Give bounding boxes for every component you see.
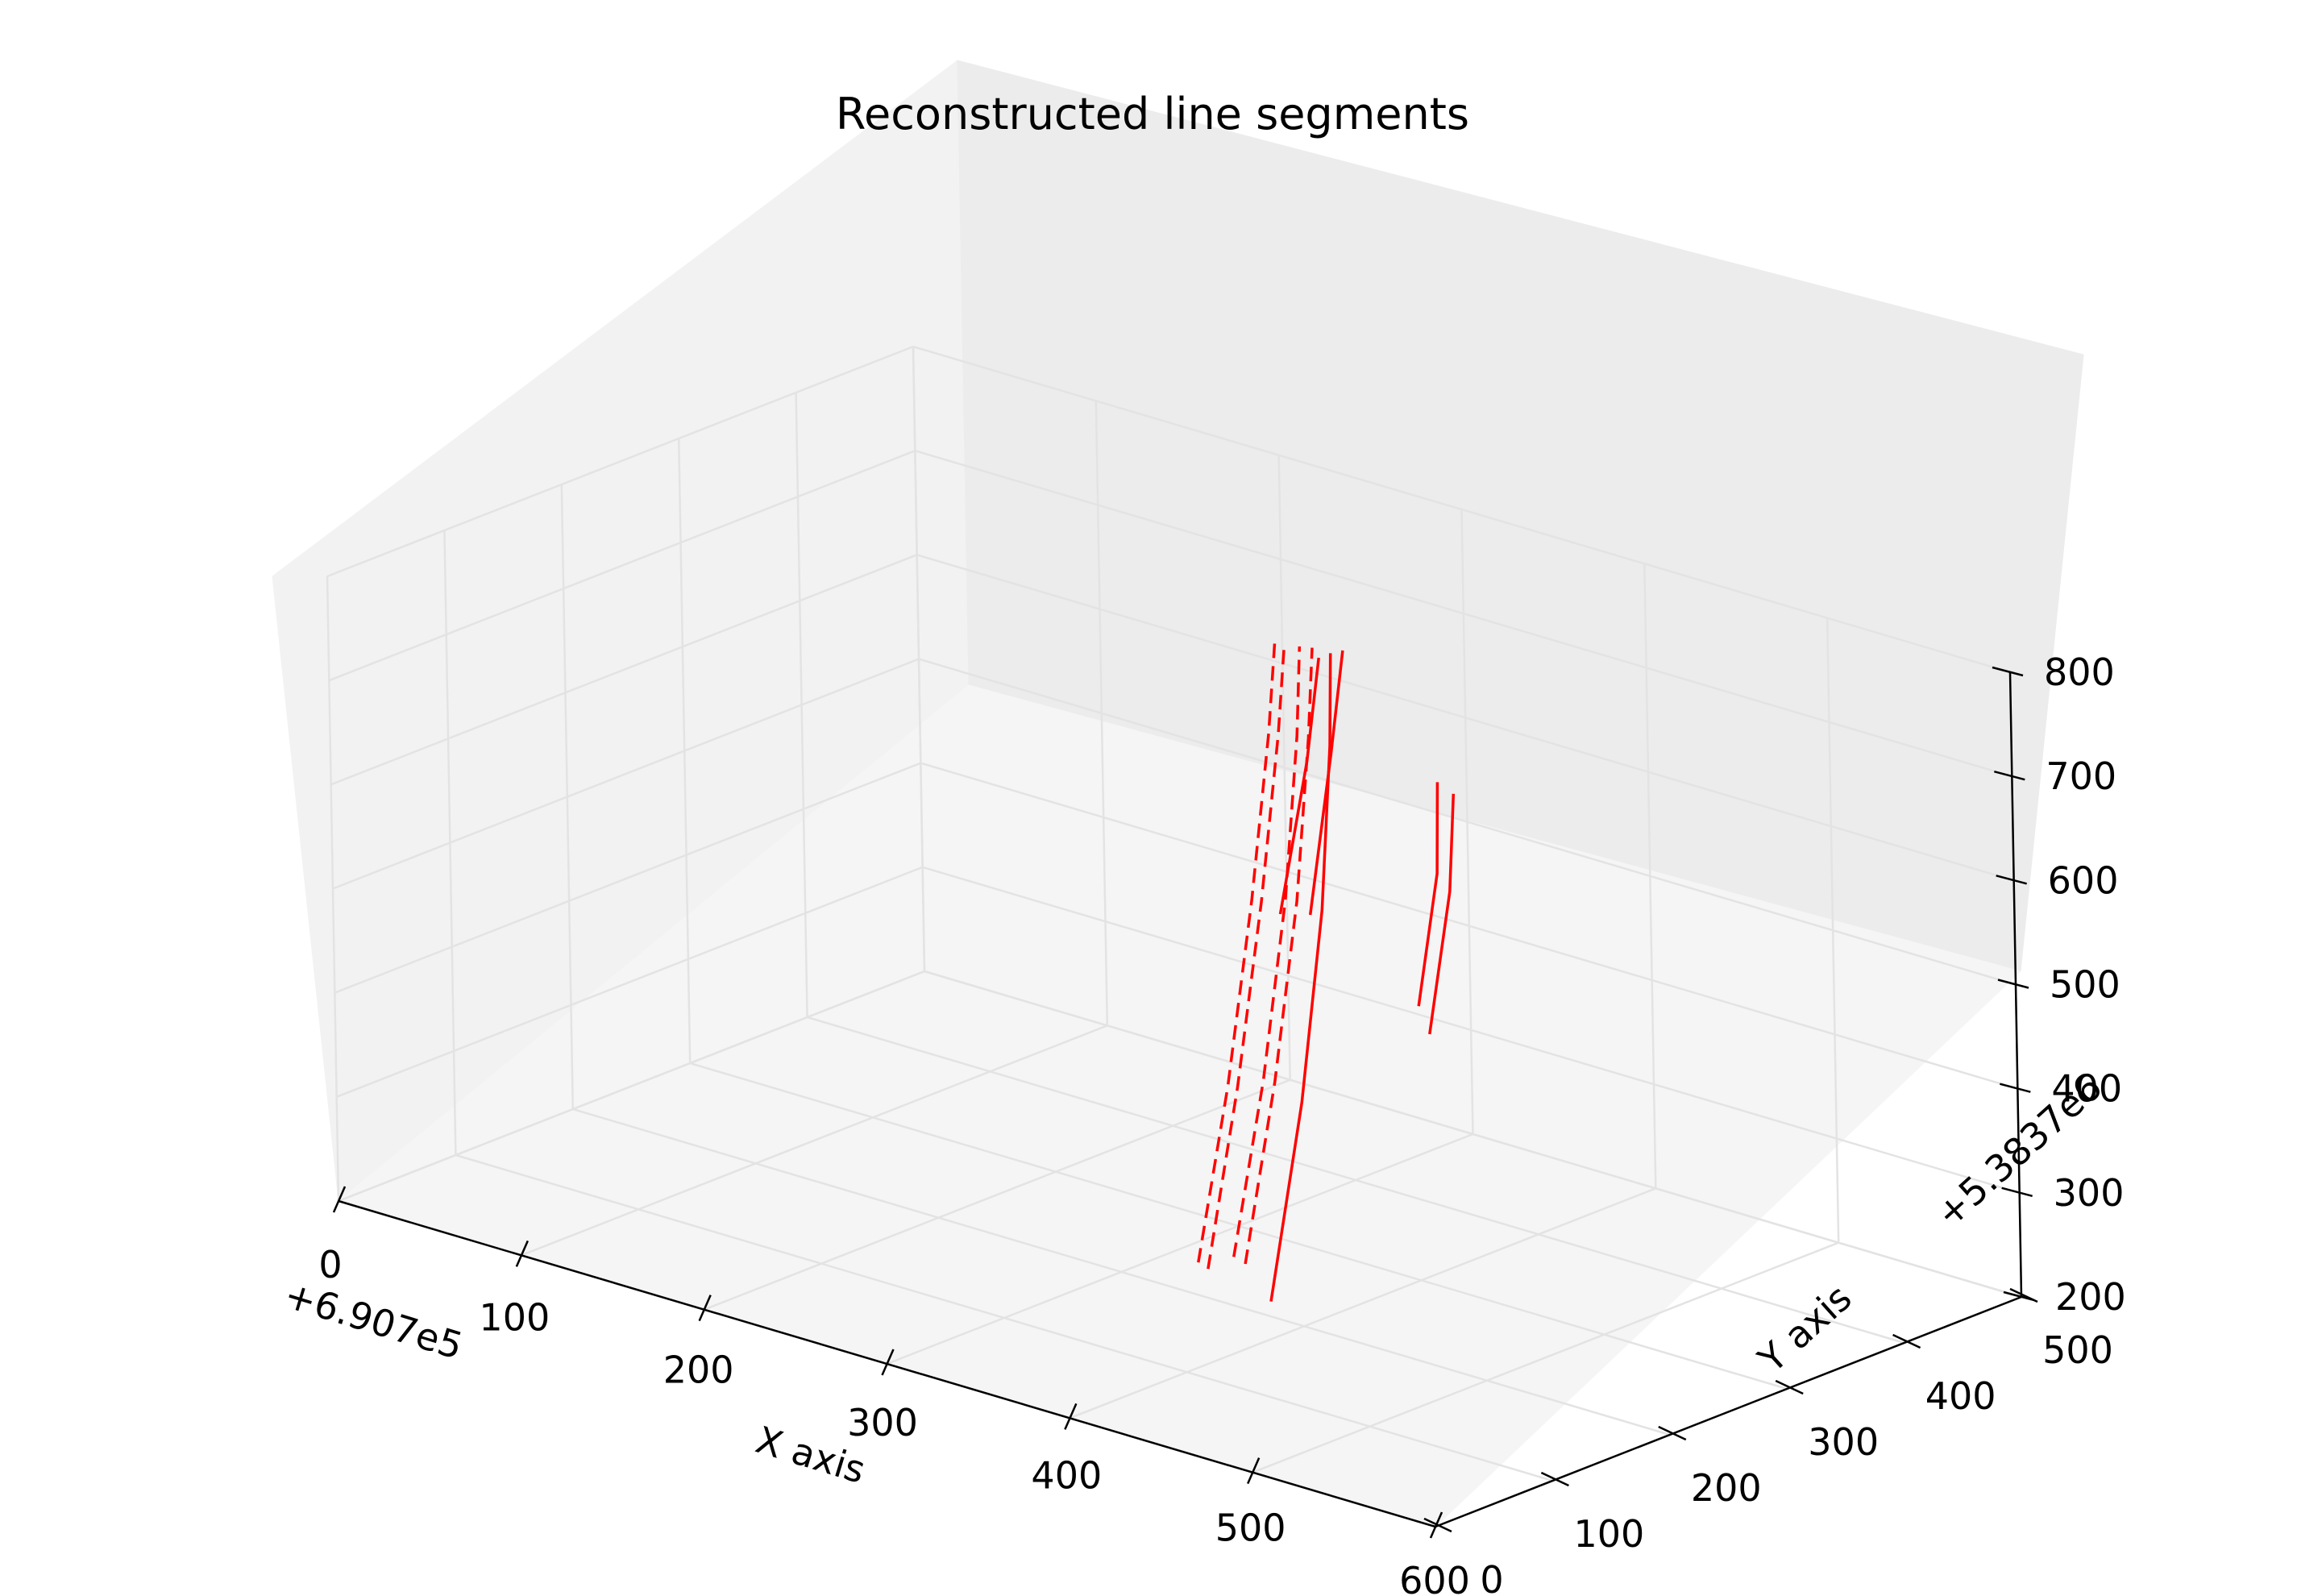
chart-title: Reconstructed line segments xyxy=(836,89,1469,139)
grid-line xyxy=(334,762,921,994)
y-tick-label: 400 xyxy=(1925,1374,1996,1418)
x-tick-label: 300 xyxy=(847,1401,918,1444)
y-tick xyxy=(1540,1471,1569,1487)
x-tick xyxy=(698,1295,712,1322)
grid-line xyxy=(704,1079,1291,1311)
grid-line xyxy=(918,658,2017,986)
z-tick-label: 200 xyxy=(2055,1275,2126,1319)
line-segment xyxy=(1278,657,1320,915)
grid-line xyxy=(455,1153,1553,1482)
z-tick-label: 300 xyxy=(2054,1171,2125,1215)
x-tick xyxy=(881,1349,895,1376)
y-tick xyxy=(1423,1517,1452,1533)
x-tick xyxy=(1247,1457,1261,1485)
grid-line xyxy=(330,554,918,786)
grid-line xyxy=(332,658,920,890)
y-tick-label: 100 xyxy=(1573,1512,1644,1556)
x-tick-label: 100 xyxy=(479,1295,550,1339)
grid-line xyxy=(338,970,925,1203)
x-tick-label: 200 xyxy=(663,1349,734,1392)
z-tick-label: 600 xyxy=(2048,858,2119,902)
grid-line xyxy=(914,449,2012,778)
x-tick xyxy=(332,1186,347,1213)
grid-line xyxy=(572,1108,1671,1436)
y-axis-label: Y axis xyxy=(1749,1276,1859,1382)
data-lines xyxy=(1197,642,1456,1302)
z-tick xyxy=(1996,875,2027,885)
grid-line xyxy=(336,866,924,1098)
line-segment xyxy=(1417,782,1439,1007)
line-segment xyxy=(1244,647,1314,1265)
z-tick-label: 800 xyxy=(2044,650,2115,694)
axis-lines xyxy=(332,666,2038,1539)
z-tick xyxy=(2001,1187,2033,1198)
z-tick xyxy=(1997,979,2029,989)
grid-line xyxy=(1069,1187,1656,1419)
z-tick xyxy=(2003,1291,2035,1302)
grid-line xyxy=(521,1025,1108,1257)
x-tick-label: 0 xyxy=(318,1243,342,1286)
x-tick-label: 400 xyxy=(1031,1453,1102,1497)
z-tick-label: 500 xyxy=(2050,963,2120,1007)
line-segment xyxy=(1197,642,1277,1263)
z-tick xyxy=(1992,666,2024,677)
line-segment xyxy=(1308,650,1344,916)
y-tick-label: 500 xyxy=(2042,1328,2113,1372)
z-tick xyxy=(1994,770,2025,781)
line-segment xyxy=(1207,643,1286,1270)
grid-line xyxy=(328,450,916,682)
line-segment xyxy=(1269,653,1332,1302)
grid-line xyxy=(924,970,2022,1299)
y-tick-label: 200 xyxy=(1691,1466,1762,1510)
grid-line xyxy=(916,554,2015,882)
grid-line xyxy=(326,345,914,578)
y-tick-label: 0 xyxy=(1480,1558,1503,1596)
y-tick-label: 300 xyxy=(1808,1420,1879,1464)
y-tick xyxy=(1892,1333,1921,1349)
x-tick-label: 600 xyxy=(1399,1559,1470,1596)
x-tick-label: 500 xyxy=(1215,1507,1286,1550)
grid-line xyxy=(887,1133,1473,1365)
x-offset-text: +6.907e5 xyxy=(280,1273,468,1368)
grid-line xyxy=(912,345,2011,674)
z-tick-label: 700 xyxy=(2046,754,2116,798)
grid-line xyxy=(1252,1241,1839,1473)
tick-labels: 0 100 200 300 400 500 600 0 100 200 300 400 500 200 30… xyxy=(318,650,2125,1596)
line-segment xyxy=(1232,646,1302,1257)
grid-line xyxy=(922,866,2021,1195)
x-tick xyxy=(1064,1403,1078,1430)
x-tick xyxy=(515,1240,529,1267)
y-tick xyxy=(1775,1379,1804,1395)
grid-line xyxy=(807,1016,1904,1345)
grid-line xyxy=(920,762,2018,1090)
z-tick-label: 400 xyxy=(2051,1067,2122,1111)
y-tick xyxy=(1658,1425,1687,1441)
y-axis-line xyxy=(1435,1295,2022,1528)
line-segment xyxy=(1428,793,1456,1035)
z-tick xyxy=(2000,1083,2031,1093)
